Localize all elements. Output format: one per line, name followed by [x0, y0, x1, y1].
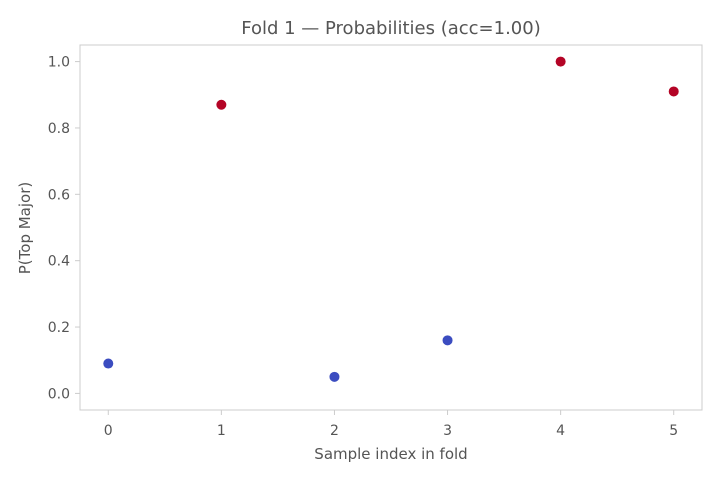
- y-axis-label: P(Top Major): [16, 182, 34, 274]
- data-point: [442, 335, 453, 346]
- y-tick-label: 0.2: [48, 320, 70, 336]
- x-tick-label: 2: [330, 423, 339, 439]
- x-axis-label: Sample index in fold: [314, 445, 467, 463]
- y-tick-label: 1.0: [48, 55, 70, 71]
- data-point: [668, 86, 679, 97]
- plot-frame: [79, 44, 703, 411]
- data-point: [555, 56, 566, 67]
- x-axis: 0 1 2 3 4 5: [104, 410, 678, 439]
- x-tick-label: 1: [217, 423, 226, 439]
- x-tick-label: 0: [104, 423, 113, 439]
- y-tick-label: 0.4: [48, 254, 70, 270]
- x-tick-label: 4: [556, 423, 565, 439]
- x-tick-label: 5: [669, 423, 678, 439]
- y-tick-label: 0.6: [48, 187, 70, 203]
- data-point: [216, 99, 227, 110]
- data-points: [103, 56, 679, 382]
- y-axis: 0.0 0.2 0.4 0.6 0.8 1.0: [48, 55, 80, 402]
- data-point: [329, 371, 340, 382]
- chart-title: Fold 1 — Probabilities (acc=1.00): [241, 18, 540, 39]
- data-point: [103, 358, 114, 369]
- y-tick-label: 0.0: [48, 386, 70, 402]
- x-tick-label: 3: [443, 423, 452, 439]
- y-tick-label: 0.8: [48, 121, 70, 137]
